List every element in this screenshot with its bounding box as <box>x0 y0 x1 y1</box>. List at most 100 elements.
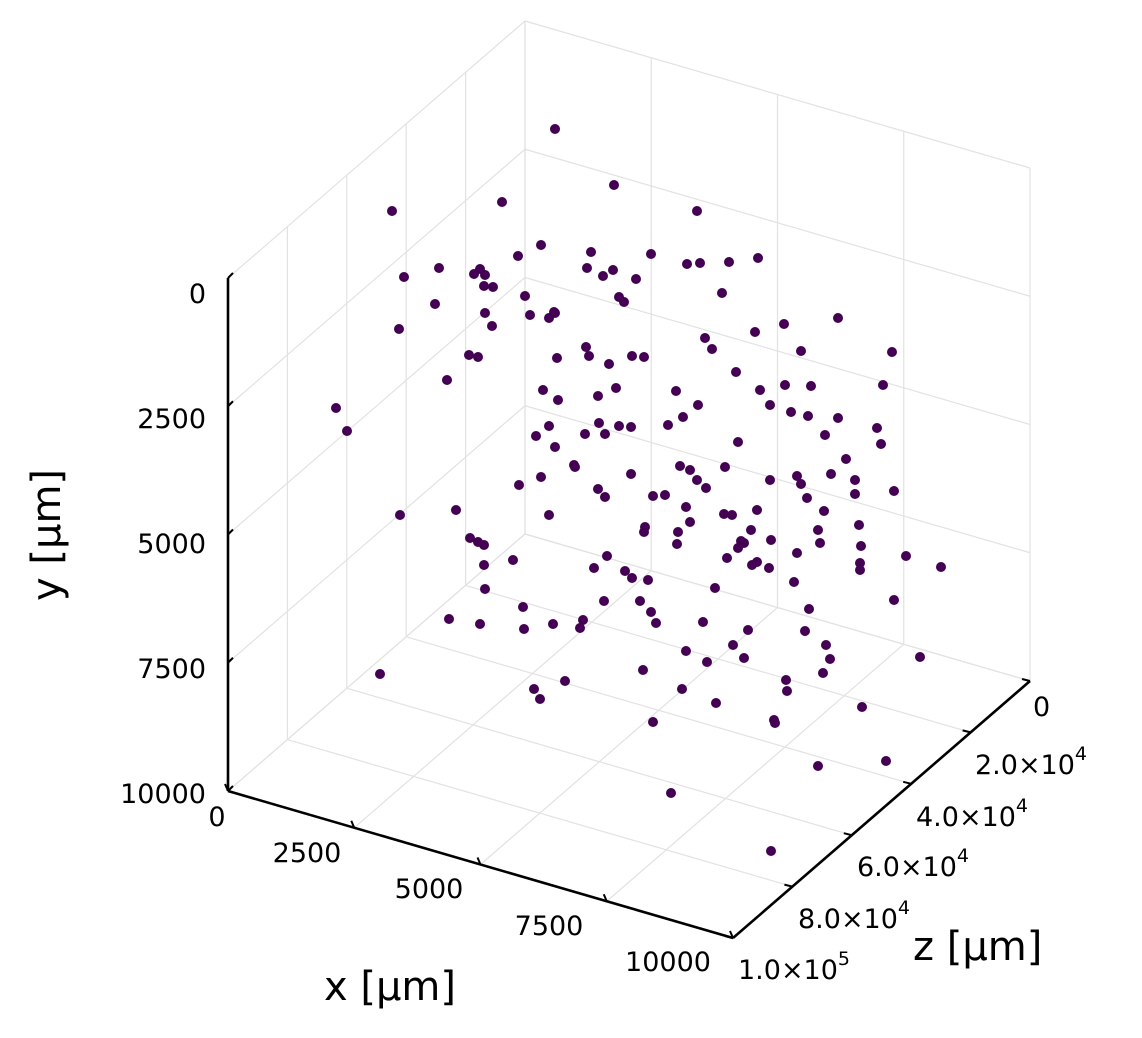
x-tick-label: 10000 <box>625 947 711 978</box>
data-point <box>876 439 886 449</box>
data-point <box>589 563 599 573</box>
data-point <box>796 346 806 356</box>
data-point <box>901 551 911 561</box>
data-point <box>508 555 518 565</box>
data-point <box>681 646 691 656</box>
data-point <box>614 421 624 431</box>
data-point <box>819 506 829 516</box>
data-point <box>395 510 405 520</box>
data-point <box>833 313 843 323</box>
data-point <box>915 652 925 662</box>
data-point <box>856 541 866 551</box>
data-point <box>648 491 658 501</box>
data-point <box>560 676 570 686</box>
data-point <box>701 483 711 493</box>
data-point <box>746 525 756 535</box>
data-point <box>620 566 630 576</box>
data-point <box>475 264 485 274</box>
data-point <box>682 259 692 269</box>
data-point <box>707 344 717 354</box>
z-tick-label: 0 <box>1033 692 1050 723</box>
data-point <box>387 206 397 216</box>
data-point <box>479 560 489 570</box>
data-point <box>488 282 498 292</box>
data-point <box>627 351 637 361</box>
z-tick-label: 8.0×104 <box>798 897 910 935</box>
gridline <box>346 687 852 836</box>
data-point <box>593 484 603 494</box>
data-point <box>813 525 823 535</box>
data-point <box>584 351 594 361</box>
data-point <box>786 407 796 417</box>
gridline <box>480 607 778 865</box>
data-point <box>854 520 864 530</box>
y-axis-title: y [µm] <box>24 469 70 601</box>
data-point <box>813 761 823 771</box>
data-point <box>552 353 562 363</box>
gridline <box>353 570 652 829</box>
data-point <box>766 846 776 856</box>
data-point <box>833 413 843 423</box>
data-point <box>711 698 721 708</box>
data-point <box>753 253 763 263</box>
data-point <box>872 423 882 433</box>
data-point <box>702 657 712 667</box>
data-point <box>602 551 612 561</box>
data-point <box>780 380 790 390</box>
gridline <box>465 584 971 733</box>
data-point <box>611 383 621 393</box>
y-tick-label: 2500 <box>137 404 206 435</box>
data-point <box>677 684 687 694</box>
z-tick-label: 1.0×105 <box>738 948 850 986</box>
x-tick <box>350 820 356 829</box>
data-point <box>544 510 554 520</box>
data-point <box>518 602 528 612</box>
data-point <box>608 265 618 275</box>
data-point <box>710 583 720 593</box>
data-point <box>640 522 650 532</box>
data-point <box>666 788 676 798</box>
data-point <box>480 584 490 594</box>
data-point <box>889 486 899 496</box>
data-point <box>582 263 592 273</box>
data-point <box>782 686 792 696</box>
data-point <box>514 480 524 490</box>
data-point <box>671 386 681 396</box>
data-point <box>733 543 743 553</box>
data-point <box>580 429 590 439</box>
x-tick-label: 5000 <box>395 874 464 905</box>
data-point <box>480 308 490 318</box>
x-tick-label: 2500 <box>273 838 342 869</box>
data-point <box>770 718 780 728</box>
data-point <box>841 454 851 464</box>
data-point <box>727 510 737 520</box>
data-point <box>639 352 649 362</box>
data-point <box>878 380 888 390</box>
axis-ticks <box>224 272 1031 939</box>
data-point <box>626 422 636 432</box>
data-point <box>593 391 603 401</box>
data-point <box>936 562 946 572</box>
y-tick <box>227 785 234 792</box>
data-point <box>600 492 610 502</box>
data-point <box>720 462 730 472</box>
y-tick-labels: 0 2500 5000 7500 10000 <box>120 279 206 810</box>
data-point <box>728 640 738 650</box>
z-tick-label: 4.0×104 <box>916 795 1028 833</box>
gridlines <box>227 20 1031 939</box>
data-point <box>802 493 812 503</box>
data-point <box>475 619 485 629</box>
gridline <box>606 643 905 902</box>
data-point <box>536 472 546 482</box>
y-tick-label: 10000 <box>120 779 206 810</box>
data-point <box>803 411 813 421</box>
y-tick <box>227 528 234 536</box>
data-point <box>513 251 523 261</box>
y-tick-label: 0 <box>189 279 206 310</box>
data-point <box>739 653 749 663</box>
data-point <box>578 615 588 625</box>
data-point <box>479 540 489 550</box>
z-tick-label: 6.0×104 <box>857 845 969 883</box>
data-point <box>544 421 554 431</box>
